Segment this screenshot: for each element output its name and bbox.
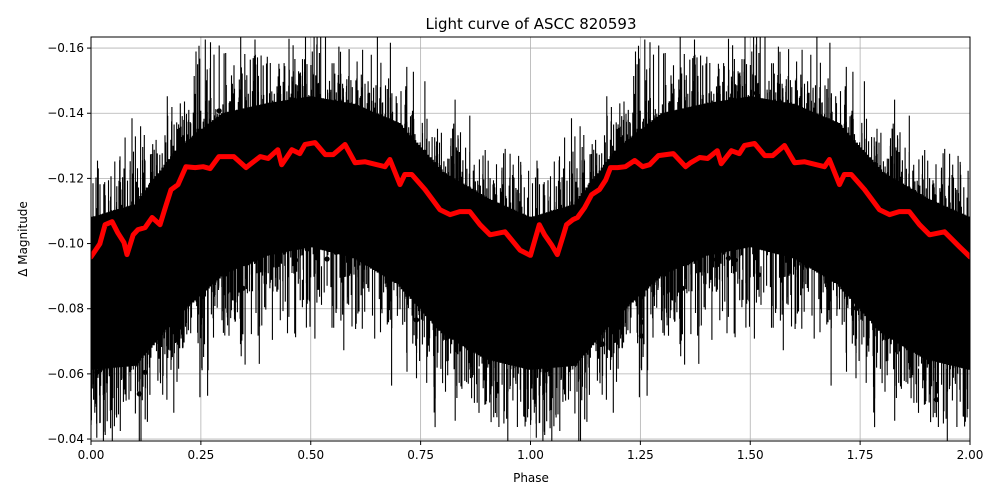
y-axis-label: Δ Magnitude [16,201,30,277]
x-tick-label: 1.00 [517,448,544,462]
y-tick-label: −0.04 [47,432,84,446]
y-axis-ticks: −0.16 −0.14 −0.12 −0.10 −0.08 −0.06 −0.04 [47,41,91,446]
model-curve [91,140,970,260]
y-tick-label: −0.06 [47,367,84,381]
x-axis-ticks: 0.00 0.25 0.50 0.75 1.00 1.25 1.50 1.75 2.00 [78,441,984,462]
x-tick-label: 2.00 [957,448,984,462]
chart-title: Light curve of ASCC 820593 [426,15,637,33]
y-tick-label: −0.14 [47,106,84,120]
x-tick-label: 0.50 [297,448,324,462]
x-tick-label: 0.00 [78,448,105,462]
y-tick-label: −0.10 [47,237,84,251]
x-axis-label: Phase [513,471,549,485]
x-tick-label: 1.25 [627,448,654,462]
y-tick-label: −0.16 [47,41,84,55]
y-tick-label: −0.08 [47,302,84,316]
x-tick-label: 0.25 [188,448,215,462]
x-tick-label: 0.75 [407,448,434,462]
observation-points [91,37,970,441]
x-tick-label: 1.75 [847,448,874,462]
x-tick-label: 1.50 [737,448,764,462]
y-tick-label: −0.12 [47,171,84,185]
